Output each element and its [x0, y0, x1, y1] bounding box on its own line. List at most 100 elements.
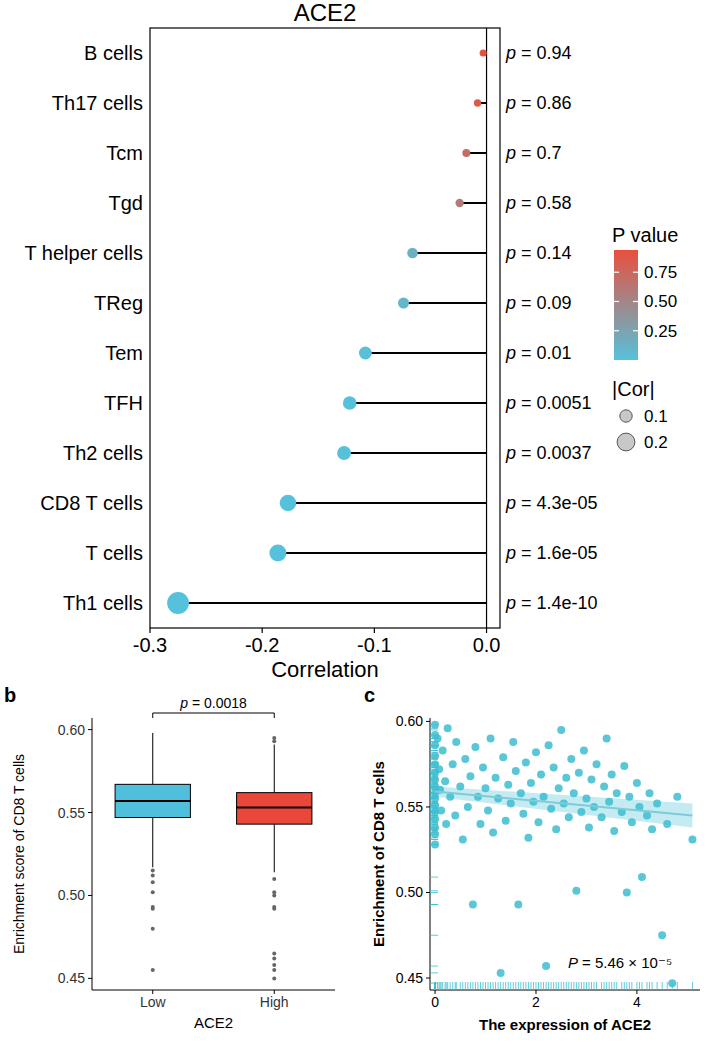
- point: [469, 900, 477, 908]
- point: [439, 747, 447, 755]
- p-label: p = 0.09: [505, 293, 572, 313]
- point: [519, 810, 527, 818]
- y-tick: [426, 806, 430, 807]
- point: [431, 830, 439, 838]
- x-tick-label: 0: [431, 994, 439, 1010]
- point: [688, 835, 696, 843]
- point: [673, 793, 681, 801]
- x-axis-title: Correlation: [271, 657, 379, 682]
- dot: [474, 99, 481, 106]
- rug-x: [551, 982, 552, 990]
- point: [441, 777, 449, 785]
- point: [608, 770, 616, 778]
- point: [562, 774, 570, 782]
- point: [668, 979, 676, 987]
- text-part: p: [179, 695, 188, 711]
- point: [459, 835, 467, 843]
- rug-x: [456, 982, 457, 990]
- p-label: p = 1.4e-10: [505, 593, 598, 613]
- rug-x: [525, 982, 526, 990]
- rug-x: [467, 982, 468, 990]
- rug-x: [636, 982, 637, 990]
- point: [575, 769, 583, 777]
- whisker: [152, 733, 153, 784]
- y-tick-label: 0.55: [396, 799, 423, 815]
- outlier: [272, 968, 276, 972]
- text-part: p: [505, 543, 516, 563]
- outlier: [151, 907, 155, 911]
- dot: [337, 446, 351, 460]
- y-tick-label: 0.50: [396, 884, 423, 900]
- median: [237, 807, 312, 809]
- rug-y: [430, 750, 438, 751]
- stem: [350, 402, 487, 404]
- rug-x: [631, 982, 632, 990]
- rug-x: [604, 982, 605, 990]
- box: [237, 793, 312, 825]
- rug-x: [581, 982, 582, 990]
- x-tick: [262, 628, 263, 633]
- rug-x: [488, 982, 489, 990]
- point: [643, 812, 651, 820]
- rug-y: [430, 839, 438, 840]
- rug-x: [649, 982, 650, 990]
- point: [504, 781, 512, 789]
- point: [461, 755, 469, 763]
- x-axis-title: ACE2: [194, 1014, 233, 1031]
- point: [509, 738, 517, 746]
- rug-x: [455, 982, 456, 990]
- text-part: = 0.09: [516, 293, 572, 313]
- point: [605, 798, 613, 806]
- rug-x: [662, 982, 663, 990]
- text-part: = 0.94: [516, 43, 572, 63]
- outlier: [272, 963, 276, 967]
- x-tick-label: Low: [140, 994, 167, 1010]
- dot: [269, 544, 286, 561]
- rug-x: [596, 982, 597, 990]
- y-tick-label: 0.60: [396, 713, 423, 729]
- rug-x: [480, 982, 481, 990]
- rug-x: [558, 982, 559, 990]
- rug-x: [573, 982, 574, 990]
- point: [471, 743, 479, 751]
- category-label: Th2 cells: [63, 442, 143, 464]
- point: [431, 721, 439, 729]
- point: [507, 800, 515, 808]
- rug-x: [561, 982, 562, 990]
- category-label: Th1 cells: [63, 592, 143, 614]
- point: [620, 762, 628, 770]
- rug-y: [430, 904, 438, 905]
- point: [431, 741, 439, 749]
- y-tick-label: 0.50: [58, 887, 85, 903]
- x-tick-label: -0.3: [133, 634, 167, 656]
- point: [663, 820, 671, 828]
- outlier: [272, 893, 276, 897]
- point: [625, 793, 633, 801]
- colorbar-label: 0.50: [644, 292, 677, 311]
- y-tick-label: 0.45: [58, 970, 85, 986]
- y-axis: [92, 718, 93, 990]
- point: [497, 969, 505, 977]
- p-label: p = 0.58: [505, 193, 572, 213]
- point: [487, 735, 495, 743]
- legend-title: |Cor|: [612, 378, 655, 400]
- rug-x: [510, 982, 511, 990]
- rug-x: [566, 982, 567, 990]
- rug-x: [576, 982, 577, 990]
- point: [545, 741, 553, 749]
- rug-x: [490, 982, 491, 990]
- point: [431, 823, 439, 831]
- point: [550, 764, 558, 772]
- rug-x: [505, 982, 506, 990]
- whisker: [274, 824, 275, 872]
- point: [512, 767, 520, 775]
- rug-x: [588, 982, 589, 990]
- rug-x: [442, 982, 443, 990]
- outlier: [151, 927, 155, 931]
- text-part: = 1.6e-05: [516, 543, 598, 563]
- stem: [365, 352, 486, 354]
- rug-x: [568, 982, 569, 990]
- text-part: = 0.86: [516, 93, 572, 113]
- point: [598, 813, 606, 821]
- rug-x: [460, 982, 461, 990]
